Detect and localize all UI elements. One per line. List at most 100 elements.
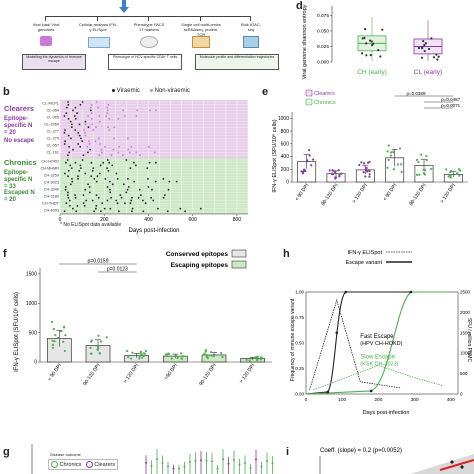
panel-b-sample-dot	[126, 178, 129, 180]
panel-b-sample-dot	[150, 196, 152, 199]
panel-d-x-label: CL (early)	[414, 69, 442, 76]
panel-h-x-tick-label: 100	[338, 397, 346, 403]
cells-icon	[140, 36, 158, 48]
data-point	[332, 169, 335, 172]
panel-b-sample-dot	[147, 178, 149, 180]
panel-d-point	[421, 46, 424, 49]
panel-d-point	[377, 48, 380, 52]
data-point	[89, 352, 92, 355]
panel-b-sample-dot	[162, 196, 165, 199]
data-point	[259, 356, 263, 359]
panel-b-sample-dot	[71, 180, 74, 183]
data-point	[204, 350, 207, 353]
panel-b-sample-dot	[107, 126, 109, 129]
panel-h-x-tick-label: 0	[305, 397, 308, 403]
panel-b-sample-dot	[93, 178, 96, 180]
panel-b-sample-dot	[81, 140, 84, 143]
data-point	[255, 355, 258, 358]
panel-g-point	[205, 459, 208, 462]
panel-g-point	[227, 462, 230, 465]
panel-h-y-tick-label: 0.25	[295, 366, 304, 371]
data-point	[387, 158, 390, 162]
x-tick-label: < 90 DPI	[47, 363, 63, 383]
panel-h-y-right-tick-label: 0	[460, 392, 463, 397]
panel-b-sample-dot	[84, 188, 87, 191]
panel-b-sample-dot	[125, 191, 128, 194]
panel-b-row-label: CL-2069	[44, 122, 59, 126]
data-point	[386, 166, 389, 169]
data-point	[53, 340, 56, 343]
panel-h-chart: IFN-γ ELISpot Escape variant 0.00 0.25 0.50…	[290, 250, 472, 416]
data-point	[130, 357, 133, 360]
panel-b-sample-dot	[127, 148, 130, 151]
data-point	[423, 173, 427, 176]
data-point	[418, 173, 421, 176]
legend-chronics: Chronics	[314, 100, 336, 106]
schematic-box-phenotype: Phenotype of HCV-specific CD8+ T cells	[108, 54, 182, 70]
data-point	[362, 171, 365, 174]
panel-b-sample-dot	[104, 178, 107, 180]
panel-b-sample-dot	[95, 194, 98, 196]
panel-b-sample-dot	[110, 196, 113, 199]
panel-b-sample-dot	[103, 207, 106, 210]
data-point	[308, 148, 311, 152]
panel-b-row-label: CH-3240	[44, 187, 59, 191]
panel-i-regression-line	[439, 459, 474, 471]
panel-b-sample-dot	[153, 151, 156, 154]
panel-b-sample-dot	[129, 202, 132, 205]
panel-b-sample-dot	[116, 178, 119, 180]
legend-clearers-g: Clearers	[94, 461, 116, 468]
data-point	[259, 358, 263, 361]
legend-clearers: Clearers	[314, 91, 335, 97]
panel-b-sample-dot	[146, 167, 149, 169]
data-point	[203, 352, 206, 355]
data-point	[358, 163, 361, 167]
panel-b-x-tick-label: 600	[189, 217, 198, 223]
y-tick-label: 1000	[278, 116, 289, 122]
group-chronics-esc-label: Escaped N = 20	[4, 190, 35, 203]
data-point	[420, 153, 423, 156]
data-point	[127, 355, 130, 359]
panel-b-row-label: CL-279	[47, 136, 59, 140]
data-point	[143, 352, 146, 355]
panel-d-point	[432, 56, 436, 59]
clearers-legend-icon	[305, 89, 313, 97]
data-point	[389, 151, 393, 154]
panel-b-sample-dot	[87, 183, 89, 186]
panel-b-sample-dot	[84, 131, 86, 134]
panel-b-sample-dot	[78, 169, 81, 172]
panel-b-sample-dot	[168, 180, 171, 183]
panel-b-sample-dot	[119, 194, 122, 196]
panel-b-sample-dot	[95, 101, 98, 103]
panel-b-sample-dot	[149, 109, 152, 112]
panel-h-x-tick-label: 300	[411, 397, 419, 403]
panel-b-sample-dot	[72, 148, 74, 151]
data-point	[176, 356, 179, 360]
panel-b-sample-dot	[117, 151, 120, 154]
panel-b-row-label: CH-3259	[44, 173, 59, 177]
panel-d-point	[428, 47, 431, 51]
panel-d-point	[372, 42, 375, 45]
slow-escape-variant-line	[305, 291, 451, 395]
data-point	[138, 357, 141, 360]
panel-g-point	[145, 461, 147, 464]
schematic-step-label: Phenotype FACS 17 markers	[133, 22, 165, 32]
panel-d-point	[361, 37, 364, 40]
panel-b-row-label: CL-277	[47, 129, 59, 133]
panel-b-sample-dot	[82, 129, 85, 131]
panel-g-point	[189, 460, 191, 463]
panel-h-y-right-tick-label: 1000	[460, 351, 471, 356]
panel-b-sample-dot	[101, 202, 104, 205]
nonviraemic-dot-icon	[149, 88, 153, 92]
data-point	[422, 168, 425, 171]
panel-b-sample-dot	[139, 154, 142, 157]
conserved-legend-icon	[231, 249, 247, 258]
panel-b-sample-dot	[74, 106, 77, 109]
panel-b-sample-dot	[70, 123, 73, 126]
panel-b-sample-dot	[135, 115, 138, 117]
panel-b-sample-dot	[97, 137, 100, 140]
panel-b-sample-dot	[124, 202, 126, 205]
data-point	[392, 150, 395, 154]
panel-b-sample-dot	[80, 137, 82, 140]
data-point	[167, 352, 170, 356]
